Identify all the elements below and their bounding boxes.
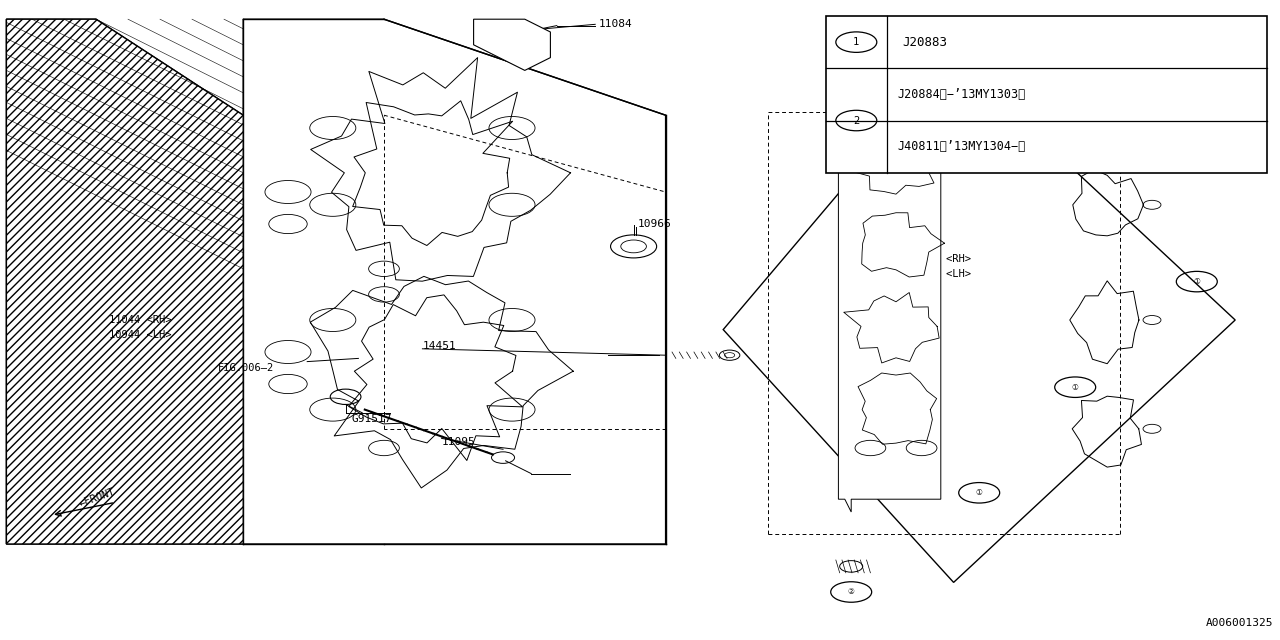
Text: J40811（’13MY1304−）: J40811（’13MY1304−） bbox=[897, 140, 1025, 153]
Text: 13115*B <LH>: 13115*B <LH> bbox=[896, 269, 972, 279]
Text: 13115*A <RH>: 13115*A <RH> bbox=[896, 254, 972, 264]
Polygon shape bbox=[6, 19, 243, 544]
Text: FIG.006–2: FIG.006–2 bbox=[218, 363, 274, 373]
Text: 2: 2 bbox=[854, 116, 859, 125]
Text: ①: ① bbox=[975, 488, 983, 497]
Polygon shape bbox=[723, 58, 1235, 582]
Text: J20883: J20883 bbox=[902, 36, 947, 49]
Text: J20884（−’13MY1303）: J20884（−’13MY1303） bbox=[897, 88, 1025, 101]
Text: ①: ① bbox=[1193, 277, 1201, 286]
Text: 11084: 11084 bbox=[599, 19, 632, 29]
Polygon shape bbox=[838, 102, 941, 512]
Text: G91517: G91517 bbox=[352, 414, 393, 424]
Polygon shape bbox=[6, 19, 243, 544]
FancyBboxPatch shape bbox=[826, 16, 1267, 173]
Text: 10966: 10966 bbox=[637, 219, 671, 229]
Text: 11044 <RH>: 11044 <RH> bbox=[109, 315, 172, 325]
Text: ←FRONT: ←FRONT bbox=[78, 486, 116, 509]
Text: A006001325: A006001325 bbox=[1206, 618, 1274, 628]
Text: 10944 <LH>: 10944 <LH> bbox=[109, 330, 172, 340]
Text: 11095: 11095 bbox=[442, 436, 475, 447]
Polygon shape bbox=[474, 19, 550, 70]
Text: ②: ② bbox=[847, 588, 855, 596]
Text: ①: ① bbox=[1071, 383, 1079, 392]
Text: 1: 1 bbox=[854, 37, 859, 47]
Polygon shape bbox=[243, 19, 666, 544]
Text: 14451: 14451 bbox=[422, 340, 456, 351]
